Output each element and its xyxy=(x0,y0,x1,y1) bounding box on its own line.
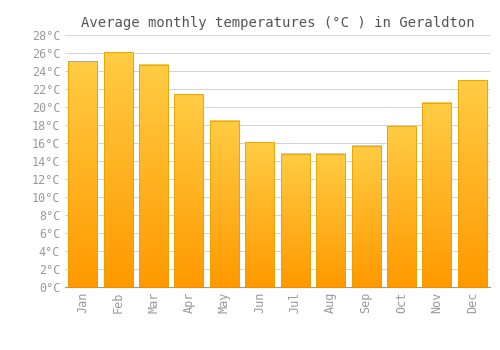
Bar xyxy=(246,142,274,287)
Bar xyxy=(68,61,97,287)
Bar xyxy=(387,126,416,287)
Bar xyxy=(280,154,310,287)
Bar xyxy=(422,103,452,287)
Title: Average monthly temperatures (°C ) in Geraldton: Average monthly temperatures (°C ) in Ge… xyxy=(80,16,474,30)
Bar xyxy=(139,65,168,287)
Bar xyxy=(316,154,345,287)
Bar xyxy=(458,80,487,287)
Bar xyxy=(210,120,239,287)
Bar xyxy=(174,94,204,287)
Bar xyxy=(104,52,132,287)
Bar xyxy=(352,146,380,287)
